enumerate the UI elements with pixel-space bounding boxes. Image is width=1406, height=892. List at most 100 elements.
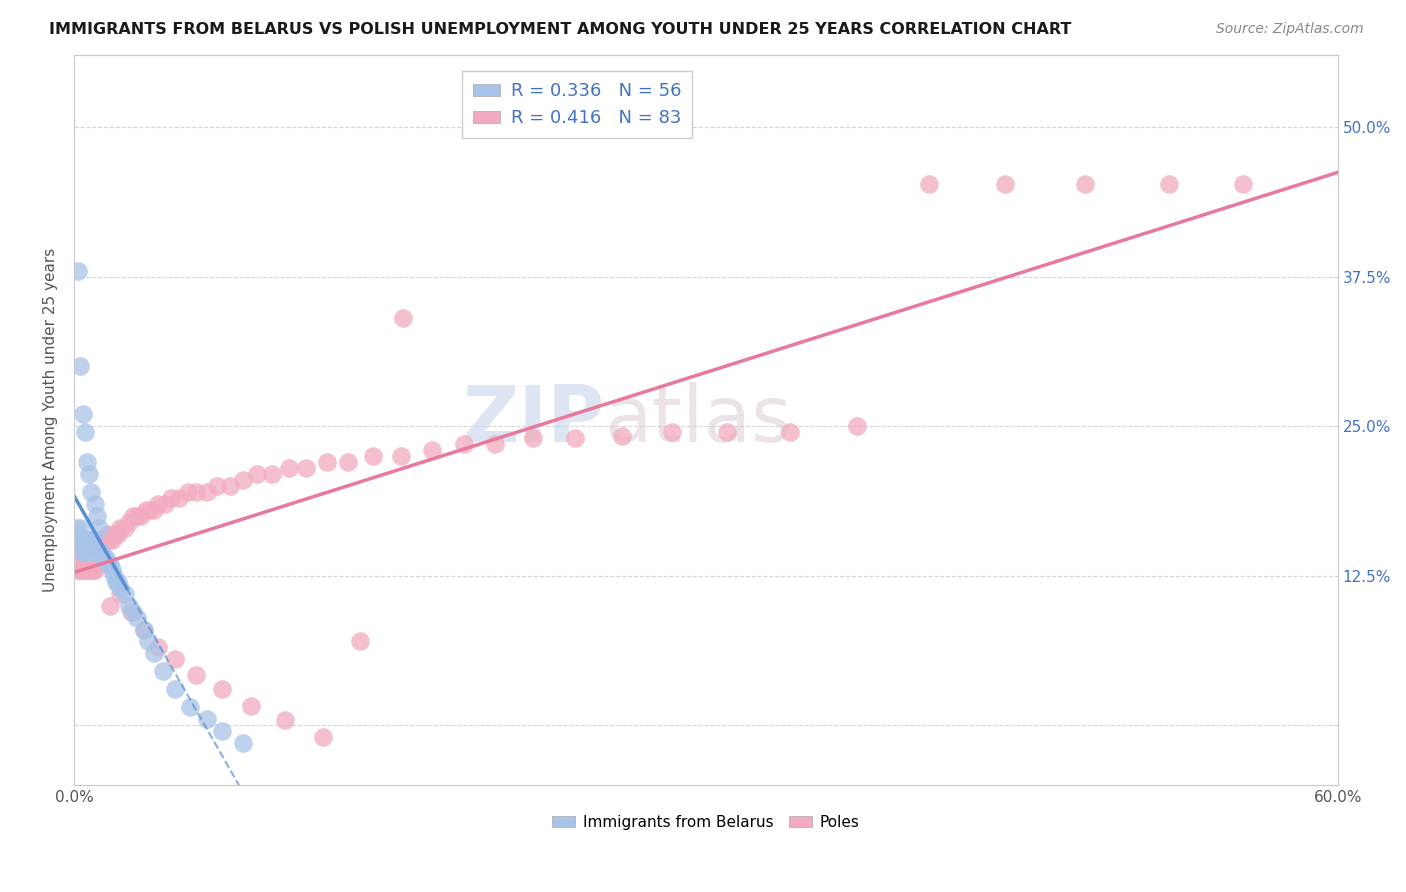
Point <box>277 461 299 475</box>
Point <box>152 665 174 679</box>
Point <box>101 563 124 577</box>
Point <box>207 479 229 493</box>
Point <box>76 455 98 469</box>
Point <box>82 533 104 547</box>
Point <box>391 311 413 326</box>
Point <box>153 497 176 511</box>
Point <box>522 431 544 445</box>
Point <box>69 359 91 374</box>
Point <box>93 550 115 565</box>
Text: IMMIGRANTS FROM BELARUS VS POLISH UNEMPLOYMENT AMONG YOUTH UNDER 25 YEARS CORREL: IMMIGRANTS FROM BELARUS VS POLISH UNEMPL… <box>49 22 1071 37</box>
Point <box>73 533 96 547</box>
Point <box>127 610 149 624</box>
Point <box>110 587 132 601</box>
Point <box>80 533 103 547</box>
Point <box>132 623 155 637</box>
Point <box>80 545 103 559</box>
Point <box>80 484 103 499</box>
Y-axis label: Unemployment Among Youth under 25 years: Unemployment Among Youth under 25 years <box>44 248 58 592</box>
Point <box>118 515 141 529</box>
Point <box>82 545 104 559</box>
Point <box>90 533 112 547</box>
Point <box>77 533 100 547</box>
Point <box>72 539 94 553</box>
Point <box>80 539 103 553</box>
Point <box>77 467 100 481</box>
Point <box>453 437 475 451</box>
Point <box>69 521 91 535</box>
Point <box>69 563 91 577</box>
Point <box>97 526 120 541</box>
Point <box>67 263 90 277</box>
Point <box>143 647 166 661</box>
Point <box>260 467 283 481</box>
Point <box>98 599 121 613</box>
Point <box>98 533 121 547</box>
Legend: Immigrants from Belarus, Poles: Immigrants from Belarus, Poles <box>547 809 866 836</box>
Point <box>76 539 98 553</box>
Point <box>90 545 112 559</box>
Point <box>76 533 98 547</box>
Point <box>148 497 170 511</box>
Point <box>105 526 128 541</box>
Point <box>72 545 94 559</box>
Point <box>98 557 121 571</box>
Point <box>716 425 738 439</box>
Point <box>93 533 115 547</box>
Point <box>89 545 111 559</box>
Point <box>165 652 187 666</box>
Point <box>84 545 107 559</box>
Point <box>122 508 145 523</box>
Point <box>86 545 108 559</box>
Point <box>240 699 263 714</box>
Point <box>918 178 941 192</box>
Point <box>661 425 683 439</box>
Point <box>73 539 96 553</box>
Point <box>86 508 108 523</box>
Point <box>361 449 384 463</box>
Point <box>67 563 90 577</box>
Point <box>94 533 117 547</box>
Point <box>1159 178 1181 192</box>
Point <box>72 533 94 547</box>
Point <box>186 668 208 682</box>
Point <box>195 712 218 726</box>
Point <box>84 497 107 511</box>
Point <box>846 419 869 434</box>
Point <box>97 557 120 571</box>
Point <box>127 508 149 523</box>
Point <box>232 473 254 487</box>
Point <box>177 484 200 499</box>
Point <box>994 178 1017 192</box>
Point <box>1074 178 1097 192</box>
Point <box>72 533 94 547</box>
Point <box>389 449 412 463</box>
Point <box>65 533 87 547</box>
Point <box>77 545 100 559</box>
Point <box>232 736 254 750</box>
Point <box>80 563 103 577</box>
Point <box>107 526 129 541</box>
Point <box>86 539 108 553</box>
Point <box>136 634 159 648</box>
Point <box>610 428 633 442</box>
Point <box>73 563 96 577</box>
Point <box>103 568 125 582</box>
Point <box>219 479 242 493</box>
Point <box>65 521 87 535</box>
Point <box>101 533 124 547</box>
Point <box>107 574 129 589</box>
Point <box>131 508 153 523</box>
Point <box>336 455 359 469</box>
Point <box>114 521 136 535</box>
Point <box>72 563 94 577</box>
Point <box>82 563 104 577</box>
Point <box>420 443 443 458</box>
Point <box>186 484 208 499</box>
Point <box>77 539 100 553</box>
Text: ZIP: ZIP <box>463 382 605 458</box>
Point <box>315 455 337 469</box>
Point <box>211 682 233 697</box>
Point <box>139 503 162 517</box>
Point <box>1232 178 1254 192</box>
